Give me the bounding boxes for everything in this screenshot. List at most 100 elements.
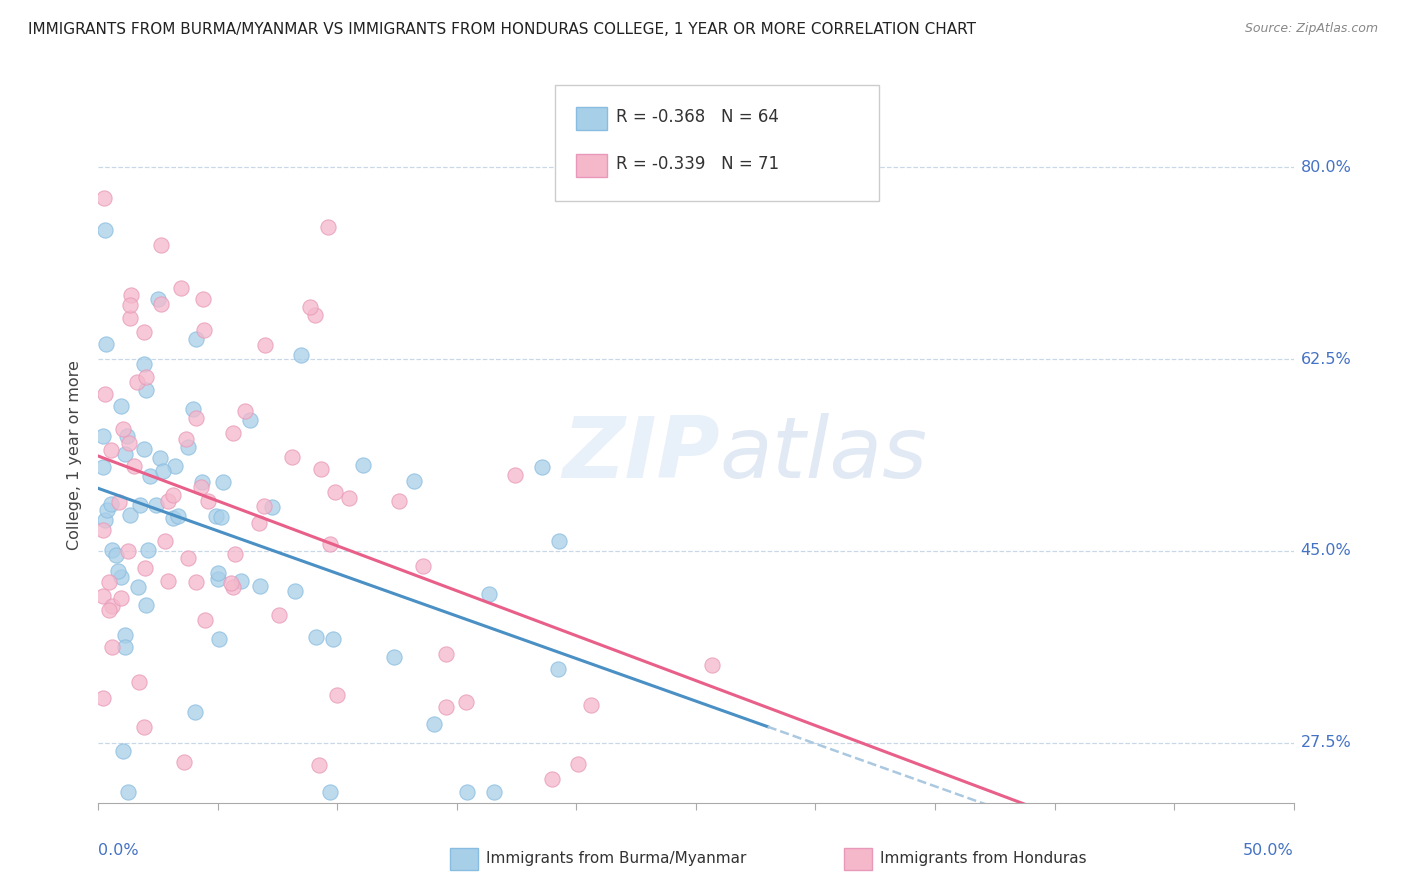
Point	[567, 756, 589, 771]
Text: Immigrants from Honduras: Immigrants from Honduras	[880, 852, 1087, 866]
Point	[93, 386, 115, 401]
Text: R = -0.339   N = 71: R = -0.339 N = 71	[616, 155, 779, 173]
Point	[309, 462, 332, 476]
Point	[209, 510, 232, 524]
Point	[93, 192, 115, 206]
Point	[98, 603, 121, 617]
Point	[117, 544, 139, 558]
Point	[149, 238, 172, 252]
Point	[319, 537, 342, 551]
Point	[186, 332, 208, 346]
Point	[191, 475, 214, 489]
Point	[482, 785, 505, 799]
Point	[253, 500, 276, 514]
Point	[221, 576, 243, 591]
Point	[384, 650, 406, 665]
Point	[107, 565, 129, 579]
Point	[100, 442, 122, 457]
Point	[115, 429, 138, 443]
Point	[111, 744, 134, 758]
Point	[503, 467, 526, 482]
Point	[135, 383, 157, 397]
Point	[254, 338, 277, 352]
Point	[91, 429, 114, 443]
Point	[100, 599, 122, 614]
Point	[541, 772, 564, 786]
Point	[284, 583, 307, 598]
Point	[267, 607, 290, 622]
Text: ZIP: ZIP	[562, 413, 720, 497]
Point	[162, 511, 184, 525]
Point	[148, 292, 170, 306]
Point	[530, 460, 553, 475]
Text: Source: ZipAtlas.com: Source: ZipAtlas.com	[1244, 22, 1378, 36]
Point	[110, 591, 132, 605]
Point	[280, 450, 302, 465]
Point	[110, 399, 132, 413]
Point	[117, 785, 139, 799]
Point	[247, 516, 270, 530]
Point	[132, 357, 155, 371]
Point	[402, 475, 425, 489]
Point	[205, 508, 228, 523]
Point	[326, 688, 349, 702]
Point	[260, 500, 283, 515]
Point	[197, 493, 219, 508]
Point	[193, 322, 215, 336]
Point	[547, 662, 569, 676]
Point	[91, 589, 114, 603]
Point	[702, 657, 724, 672]
Point	[304, 308, 326, 322]
Point	[100, 497, 122, 511]
Point	[110, 569, 132, 583]
Point	[434, 699, 457, 714]
Point	[337, 491, 360, 505]
Text: 50.0%: 50.0%	[1243, 843, 1294, 858]
Text: IMMIGRANTS FROM BURMA/MYANMAR VS IMMIGRANTS FROM HONDURAS COLLEGE, 1 YEAR OR MOR: IMMIGRANTS FROM BURMA/MYANMAR VS IMMIGRA…	[28, 22, 976, 37]
Point	[98, 574, 121, 589]
Point	[222, 580, 245, 594]
Point	[162, 488, 184, 502]
Point	[231, 574, 253, 588]
Point	[132, 325, 155, 339]
Point	[308, 758, 330, 772]
Text: Immigrants from Burma/Myanmar: Immigrants from Burma/Myanmar	[486, 852, 747, 866]
Point	[249, 579, 271, 593]
Point	[91, 690, 114, 705]
Text: 27.5%: 27.5%	[1301, 735, 1351, 750]
Point	[96, 337, 118, 351]
Text: 80.0%: 80.0%	[1301, 160, 1351, 175]
Point	[101, 640, 124, 655]
Point	[129, 498, 152, 512]
Point	[183, 401, 205, 416]
Point	[117, 436, 139, 450]
Point	[104, 548, 127, 562]
Point	[149, 296, 172, 310]
Point	[170, 281, 193, 295]
Point	[456, 695, 478, 709]
Point	[127, 580, 149, 594]
Point	[422, 717, 444, 731]
Point	[93, 223, 115, 237]
Point	[96, 503, 118, 517]
Point	[101, 542, 124, 557]
Point	[207, 566, 229, 581]
Point	[91, 459, 114, 474]
Point	[207, 572, 229, 586]
Point	[233, 404, 256, 418]
Point	[132, 720, 155, 734]
Text: 62.5%: 62.5%	[1301, 351, 1351, 367]
Point	[122, 459, 145, 474]
Text: atlas: atlas	[720, 413, 928, 497]
Point	[125, 375, 148, 389]
Point	[548, 534, 571, 549]
Text: R = -0.368   N = 64: R = -0.368 N = 64	[616, 109, 779, 127]
Point	[128, 675, 150, 690]
Point	[118, 508, 141, 523]
Point	[193, 292, 215, 306]
Y-axis label: College, 1 year or more: College, 1 year or more	[67, 360, 83, 549]
Point	[316, 220, 339, 235]
Point	[136, 543, 159, 558]
Point	[184, 705, 207, 719]
Point	[114, 447, 136, 461]
